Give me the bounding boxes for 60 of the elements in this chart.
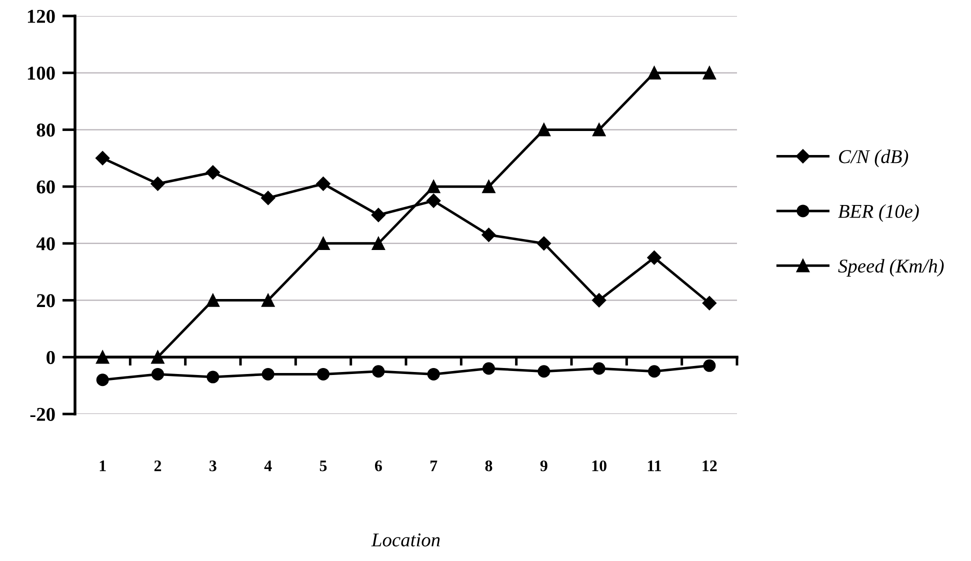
point [703, 359, 716, 372]
point [206, 165, 220, 180]
point [151, 350, 164, 364]
point [372, 365, 385, 378]
point [427, 368, 440, 380]
x-tick-label: 11 [648, 460, 661, 472]
point [648, 365, 660, 378]
y-tick-label: 80 [36, 124, 55, 137]
point [648, 66, 661, 80]
point [317, 368, 330, 380]
y-tick-label: 40 [36, 237, 55, 250]
point [152, 368, 164, 380]
y-tick-label: 100 [28, 66, 55, 80]
point [647, 250, 662, 265]
y-tick-label: 0 [46, 350, 55, 364]
point [206, 294, 220, 307]
point [426, 180, 440, 194]
point [592, 123, 606, 136]
x-tick-label: 1 [100, 460, 106, 472]
point [96, 151, 110, 166]
x-axis-title: Location [371, 533, 440, 547]
point [372, 236, 386, 250]
x-tick-label: 5 [320, 460, 327, 472]
x-tick-label: 9 [540, 460, 548, 472]
point [426, 194, 441, 208]
point [538, 365, 550, 378]
point [96, 350, 110, 364]
point [150, 176, 165, 191]
x-tick-label: 10 [592, 460, 606, 472]
point [96, 374, 109, 386]
y-tick-label: 120 [28, 10, 55, 23]
y-tick-label: 60 [36, 180, 55, 194]
point [482, 180, 496, 194]
x-tick-label: 4 [264, 460, 272, 472]
legend-label: BER (10e) [838, 204, 919, 222]
point [261, 294, 275, 307]
y-tick-label: -20 [30, 408, 55, 421]
point [537, 123, 551, 136]
x-tick-label: 3 [210, 460, 216, 472]
point [592, 362, 606, 375]
x-tick-label: 7 [430, 460, 438, 472]
x-tick-label: 2 [154, 460, 162, 472]
point [482, 228, 496, 242]
point [206, 370, 220, 384]
point [482, 362, 495, 375]
point [261, 190, 276, 206]
point [536, 236, 551, 251]
point [702, 66, 716, 80]
point [262, 368, 274, 380]
point [702, 296, 716, 310]
x-tick-label: 12 [702, 460, 717, 472]
legend-label: Speed (Km/h) [838, 258, 944, 277]
x-tick-label: 6 [374, 460, 382, 472]
point [592, 293, 606, 308]
point [316, 236, 330, 250]
point [371, 208, 386, 222]
legend-label: C/N (dB) [839, 150, 908, 168]
y-tick-label: 20 [36, 294, 55, 308]
point [316, 176, 330, 191]
x-tick-label: 8 [485, 460, 492, 472]
